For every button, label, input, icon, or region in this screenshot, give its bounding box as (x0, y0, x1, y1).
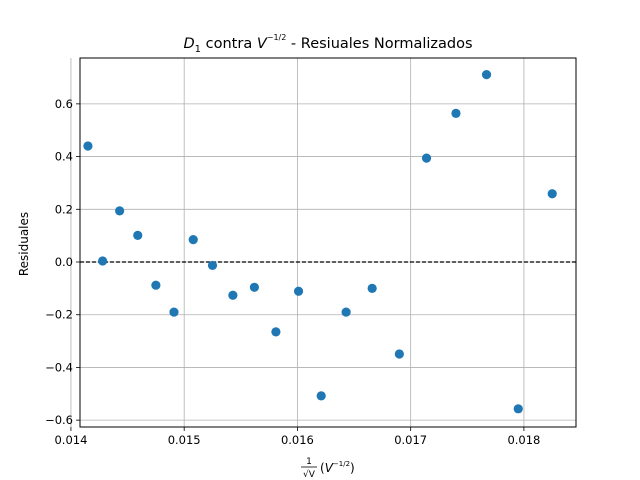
data-point (547, 189, 557, 199)
x-tick-label: 0.018 (507, 433, 540, 447)
y-tick-label: −0.4 (45, 360, 73, 374)
x-tick-label: 0.017 (394, 433, 427, 447)
data-point (83, 141, 93, 151)
y-tick-label: 0.6 (55, 97, 73, 111)
x-tick-label: 0.014 (54, 433, 87, 447)
plot-area (79, 57, 577, 428)
title-d: D (183, 36, 194, 52)
data-point (188, 235, 198, 245)
x-label-unit-close: ) (350, 461, 355, 475)
chart-title: D1 contra V−1/2 - Resiuales Normalizados (183, 33, 472, 55)
data-points (83, 70, 557, 414)
grid (70, 58, 576, 427)
data-point (394, 349, 404, 359)
x-label-unit-exponent: −1/2 (333, 460, 350, 468)
data-point (228, 290, 238, 300)
data-point (169, 307, 179, 317)
data-point (207, 260, 218, 271)
x-label-unit-v: V (325, 461, 334, 475)
title-rest: - Resiuales Normalizados (286, 36, 472, 52)
data-point (513, 404, 523, 414)
x-label-unit-open: ( (320, 461, 325, 475)
data-point (98, 256, 108, 266)
y-axis-label: Residuales (17, 212, 31, 276)
title-exponent: −1/2 (267, 33, 287, 42)
data-point (367, 283, 377, 293)
data-point (341, 307, 351, 317)
data-point (421, 153, 432, 163)
data-point (271, 327, 281, 337)
x-tick-label: 0.015 (168, 433, 201, 447)
y-tick-label: −0.6 (45, 413, 73, 427)
x-tick-label: 0.016 (281, 433, 314, 447)
y-tick-label: 0.0 (55, 255, 73, 269)
axis-ticks: 0.014 0.015 0.016 0.017 0.018 −0.6 −0.4 −0.2 0.0… (45, 97, 540, 447)
data-point (316, 391, 326, 401)
x-label-unit: (V−1/2) (320, 460, 355, 475)
data-point (481, 70, 492, 80)
y-tick-label: −0.2 (45, 308, 73, 322)
data-point (115, 206, 125, 216)
data-point (249, 282, 259, 292)
y-tick-label: 0.4 (55, 150, 73, 164)
y-tick-label: 0.2 (55, 202, 73, 216)
data-point (451, 108, 461, 118)
x-axis-label: 1 √V (V−1/2) (301, 457, 355, 480)
data-point (151, 280, 161, 290)
x-label-fraction-numerator: 1 (306, 457, 312, 467)
title-subscript: 1 (195, 44, 201, 55)
title-v: V (257, 36, 268, 52)
data-point (293, 286, 304, 296)
title-mid: contra (201, 36, 257, 52)
x-label-fraction-denominator: √V (303, 469, 316, 480)
data-point (133, 230, 143, 240)
